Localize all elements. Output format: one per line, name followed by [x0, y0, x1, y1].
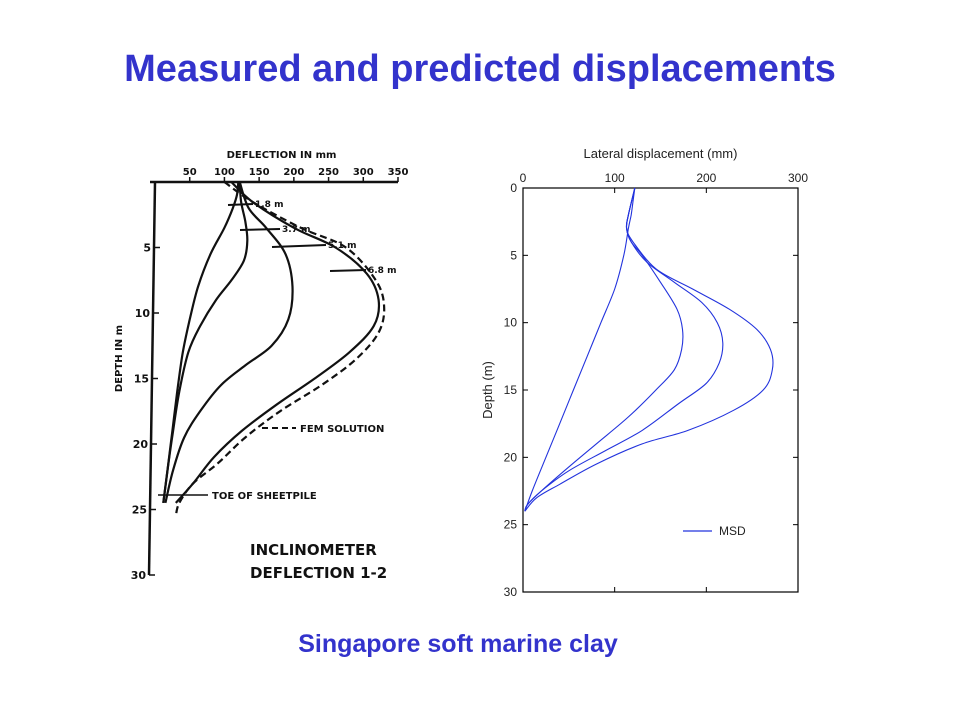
left-stage-label: 5.1 m [328, 241, 356, 251]
left-y-tick-label: 30 [131, 569, 147, 582]
left-x-tick-label: 250 [318, 167, 339, 178]
left-stage-label: 1.8 m [255, 200, 283, 210]
left-x-tick-label: 300 [353, 167, 374, 178]
left-x-tick-label: 350 [388, 167, 409, 178]
right-y-axis-label: Depth (m) [480, 361, 495, 419]
right-y-tick-label: 30 [504, 585, 518, 599]
left-y-tick-label: 20 [133, 438, 149, 451]
right-x-tick-label: 100 [605, 171, 625, 185]
right-y-tick-label: 25 [504, 518, 518, 532]
left-stage-leader [329, 269, 367, 272]
right-legend-label: MSD [719, 524, 746, 538]
right-y-tick-label: 0 [510, 181, 517, 195]
left-x-tick-label: 150 [249, 167, 270, 178]
left-series-line-4 [174, 181, 381, 504]
left-y-tick-label: 25 [132, 504, 147, 517]
left-stage-leader [227, 203, 254, 206]
left-toe-label: TOE OF SHEETPILE [212, 491, 317, 502]
left-chart-inclinometer: 50 100 150 200 250 300 350 DEFLECTION IN mm 5 10 1… [114, 150, 408, 582]
right-x-axis-label: Lateral displacement (mm) [584, 146, 738, 161]
right-series-line-4 [524, 187, 774, 512]
left-legend-label: FEM SOLUTION [300, 424, 384, 435]
left-stage-label: 6.8 m [368, 266, 396, 276]
right-chart-msd: 0 100 200 300 Lateral displacement (mm) 0 5 10 1… [480, 146, 808, 599]
left-stage-leader [239, 228, 281, 231]
right-x-tick-label: 200 [696, 171, 716, 185]
left-x-tick-label: 100 [214, 167, 235, 178]
left-inclinometer-title: INCLINOMETER [250, 541, 377, 559]
slide-caption: Singapore soft marine clay [298, 630, 618, 658]
right-y-tick-label: 15 [504, 383, 518, 397]
left-stage-label: 3.7 m [282, 225, 310, 235]
right-plot-frame [522, 187, 799, 593]
left-inclinometer-subtitle: DEFLECTION 1-2 [250, 564, 387, 582]
right-x-tick-label: 300 [788, 171, 808, 185]
right-y-tick-label: 10 [504, 316, 518, 330]
left-y-tick-label: 10 [135, 307, 151, 320]
right-series-line-2 [524, 187, 684, 512]
left-x-axis-label: DEFLECTION IN mm [227, 150, 337, 161]
left-series-line-3 [164, 181, 294, 504]
right-y-tick-label: 5 [510, 248, 517, 262]
right-series-line-1 [524, 187, 636, 512]
left-y-tick-label: 5 [143, 242, 151, 255]
left-x-tick-label: 200 [283, 167, 304, 178]
left-stage-leader [271, 244, 327, 248]
right-series-line-3 [524, 187, 724, 512]
left-series-line-2 [162, 181, 249, 504]
slide-title: Measured and predicted displacements [124, 48, 836, 90]
right-y-tick-label: 20 [504, 450, 518, 464]
left-x-tick-label: 50 [183, 167, 197, 178]
left-y-axis-label: DEPTH IN m [114, 325, 125, 392]
left-series-line-5 [174, 181, 386, 517]
left-y-tick-label: 15 [134, 373, 149, 386]
right-x-tick-label: 0 [520, 171, 527, 185]
